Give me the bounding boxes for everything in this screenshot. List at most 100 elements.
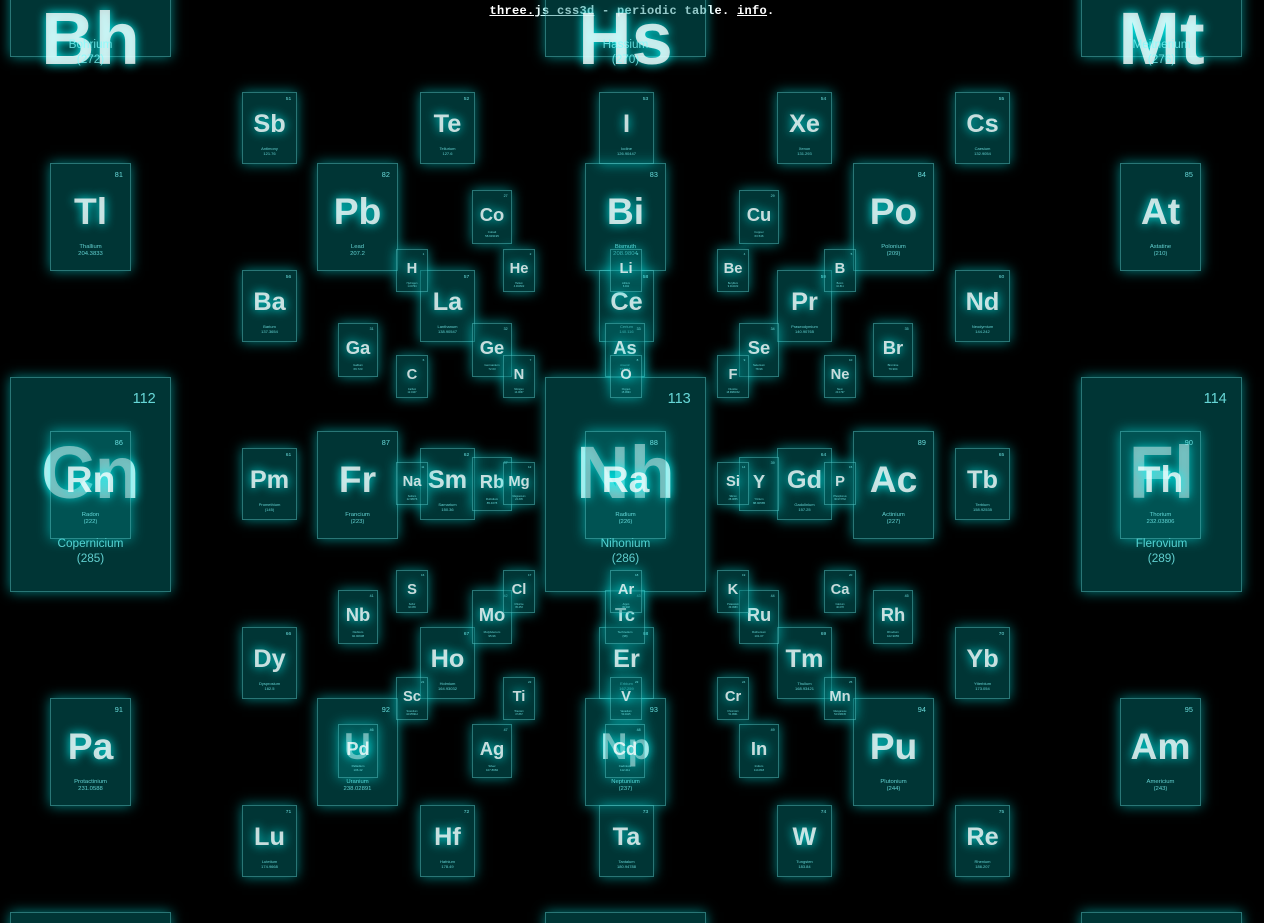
element-card-hf[interactable]: 72 Hf Hafnium 178.49 — [420, 805, 475, 877]
element-details: Rhenium 186.207 — [956, 859, 1009, 869]
element-card-mn[interactable]: 25 Mn Manganese 54.938045 — [824, 677, 856, 720]
element-card-la[interactable]: 57 La Lanthanum 138.90547 — [420, 270, 475, 342]
element-card-tb[interactable]: 65 Tb Terbium 158.92535 — [955, 448, 1010, 520]
element-card-h[interactable]: 1 H Hydrogen 1.00794 — [396, 249, 428, 292]
element-card-o[interactable]: 8 O Oxygen 15.9994 — [610, 355, 642, 398]
element-card-in[interactable]: 49 In Indium 114.818 — [739, 724, 779, 778]
element-mass: 231.0588 — [78, 786, 103, 793]
element-card-yb[interactable]: 70 Yb Ytterbium 173.054 — [955, 627, 1010, 699]
element-card-tc[interactable]: 43 Tc Technetium (98) — [605, 590, 645, 644]
element-card-ge[interactable]: 32 Ge Germanium 72.63 — [472, 323, 512, 377]
element-card-sm[interactable]: 62 Sm Samarium 150.36 — [420, 448, 475, 520]
element-card-offscreen[interactable] — [10, 912, 171, 923]
element-card-nb[interactable]: 41 Nb Niobium 92.90638 — [338, 590, 378, 644]
element-card-dy[interactable]: 66 Dy Dysprosium 162.5 — [242, 627, 297, 699]
element-card-offscreen[interactable] — [1081, 912, 1242, 923]
element-card-n[interactable]: 7 N Nitrogen 14.0067 — [503, 355, 535, 398]
element-card-u[interactable]: 92 U Uranium 238.02891 — [317, 698, 398, 806]
element-card-tl[interactable]: 81 Tl Thallium 204.3833 — [50, 163, 131, 271]
element-card-fl[interactable]: 114 Fl Flerovium (289) — [1081, 377, 1242, 592]
element-details: Technetium (98) — [606, 630, 644, 638]
element-card-sb[interactable]: 51 Sb Antimony 121.76 — [242, 92, 297, 164]
info-link[interactable]: info — [737, 4, 768, 18]
element-mass: 144.242 — [975, 329, 990, 335]
element-card-te[interactable]: 52 Te Tellurium 127.6 — [420, 92, 475, 164]
element-card-ra[interactable]: 88 Ra Radium (226) — [585, 431, 666, 539]
element-card-mo[interactable]: 42 Mo Molybdenum 95.96 — [472, 590, 512, 644]
element-card-np[interactable]: 93 Np Neptunium (237) — [585, 698, 666, 806]
element-card-nd[interactable]: 60 Nd Neodymium 144.242 — [955, 270, 1010, 342]
element-card-li[interactable]: 3 Li Lithium 6.941 — [610, 249, 642, 292]
element-card-as[interactable]: 33 As Arsenic 74.9216 — [605, 323, 645, 377]
element-card-rh[interactable]: 45 Rh Rhodium 102.9055 — [873, 590, 913, 644]
element-card-y[interactable]: 39 Y Yttrium 88.90585 — [739, 457, 779, 511]
element-card-ta[interactable]: 73 Ta Tantalum 180.94788 — [599, 805, 654, 877]
element-card-c[interactable]: 6 C Carbon 12.0107 — [396, 355, 428, 398]
element-card-er[interactable]: 68 Er Erbium 167.259 — [599, 627, 654, 699]
element-card-he[interactable]: 2 He Helium 4.002602 — [503, 249, 535, 292]
element-card-b[interactable]: 5 B Boron 10.811 — [824, 249, 856, 292]
element-card-offscreen[interactable] — [545, 912, 706, 923]
element-card-mt[interactable]: 109MtMeitnerium(276) — [1081, 0, 1242, 75]
element-card-ga[interactable]: 31 Ga Gallium 69.723 — [338, 323, 378, 377]
element-card-pr[interactable]: 59 Pr Praseodymium 140.90765 — [777, 270, 832, 342]
element-card-k[interactable]: 19 K Potassium 39.0983 — [717, 570, 749, 613]
element-card-xe[interactable]: 54 Xe Xenon 131.293 — [777, 92, 832, 164]
element-card-pa[interactable]: 91 Pa Protactinium 231.0588 — [50, 698, 131, 806]
element-name: Boron — [836, 281, 844, 285]
element-card-cl[interactable]: 17 Cl Chlorine 35.453 — [503, 570, 535, 613]
element-card-se[interactable]: 34 Se Selenium 78.96 — [739, 323, 779, 377]
element-card-mg[interactable]: 12 Mg Magnesium 24.305 — [503, 462, 535, 505]
element-card-fr[interactable]: 87 Fr Francium (223) — [317, 431, 398, 539]
element-card-si[interactable]: 14 Si Silicon 28.0855 — [717, 462, 749, 505]
element-card-ba[interactable]: 56 Ba Barium 137.3654 — [242, 270, 297, 342]
element-card-re[interactable]: 75 Re Rhenium 186.207 — [955, 805, 1010, 877]
element-card-w[interactable]: 74 W Tungsten 183.84 — [777, 805, 832, 877]
element-card-pu[interactable]: 94 Pu Plutonium (244) — [853, 698, 934, 806]
threejs-css3d-link[interactable]: three.js css3d — [489, 4, 595, 18]
element-card-cs[interactable]: 55 Cs Caesium 132.9054 — [955, 92, 1010, 164]
element-card-pd[interactable]: 46 Pd Palladium 106.42 — [338, 724, 378, 778]
element-card-gd[interactable]: 64 Gd Gadolinium 157.25 — [777, 448, 832, 520]
element-card-v[interactable]: 23 V Vanadium 50.9415 — [610, 677, 642, 720]
element-card-s[interactable]: 16 S Sulfur 32.065 — [396, 570, 428, 613]
element-card-hs[interactable]: 108HsHassium(270) — [545, 0, 706, 75]
element-card-ac[interactable]: 89 Ac Actinium (227) — [853, 431, 934, 539]
element-card-ti[interactable]: 22 Ti Titanium 47.867 — [503, 677, 535, 720]
element-card-ca[interactable]: 20 Ca Calcium 40.078 — [824, 570, 856, 613]
element-card-rb[interactable]: 37 Rb Rubidium 85.4678 — [472, 457, 512, 511]
element-card-nh[interactable]: 113 Nh Nihonium (286) — [545, 377, 706, 592]
element-card-po[interactable]: 84 Po Polonium (209) — [853, 163, 934, 271]
element-card-ag[interactable]: 47 Ag Silver 107.8682 — [472, 724, 512, 778]
element-card-cr[interactable]: 24 Cr Chromium 51.9961 — [717, 677, 749, 720]
element-card-ne[interactable]: 10 Ne Neon 20.1797 — [824, 355, 856, 398]
element-card-cd[interactable]: 48 Cd Cadmium 112.411 — [605, 724, 645, 778]
element-number: 92 — [381, 705, 390, 715]
element-card-co[interactable]: 27 Co Cobalt 58.933195 — [472, 190, 512, 244]
element-card-ce[interactable]: 58 Ce Cerium 140.116 — [599, 270, 654, 342]
element-card-rn[interactable]: 86 Rn Radon (222) — [50, 431, 131, 539]
element-card-at[interactable]: 85 At Astatine (210) — [1120, 163, 1201, 271]
element-card-ho[interactable]: 67 Ho Holmium 164.93032 — [420, 627, 475, 699]
element-card-lu[interactable]: 71 Lu Lutetium 174.9668 — [242, 805, 297, 877]
element-card-cn[interactable]: 112 Cn Copernicium (285) — [10, 377, 171, 592]
element-card-pm[interactable]: 61 Pm Promethium (145) — [242, 448, 297, 520]
element-card-be[interactable]: 4 Be Beryllium 9.012182 — [717, 249, 749, 292]
element-card-ru[interactable]: 44 Ru Ruthenium 101.07 — [739, 590, 779, 644]
element-card-p[interactable]: 15 P Phosphorus 30.973762 — [824, 462, 856, 505]
element-card-ar[interactable]: 18 Ar Argon 39.948 — [610, 570, 642, 613]
element-card-f[interactable]: 9 F Fluorine 18.9984032 — [717, 355, 749, 398]
element-card-th[interactable]: 90 Th Thorium 232.03806 — [1120, 431, 1201, 539]
element-name: Protactinium — [74, 778, 107, 785]
element-card-i[interactable]: 53 I Iodine 126.90447 — [599, 92, 654, 164]
element-card-am[interactable]: 95 Am Americium (243) — [1120, 698, 1201, 806]
element-card-pb[interactable]: 82 Pb Lead 207.2 — [317, 163, 398, 271]
element-card-br[interactable]: 35 Br Bromine 79.904 — [873, 323, 913, 377]
element-card-bi[interactable]: 83 Bi Bismuth 208.9804 — [585, 163, 666, 271]
element-card-cu[interactable]: 29 Cu Copper 63.546 — [739, 190, 779, 244]
element-card-sc[interactable]: 21 Sc Scandium 44.955912 — [396, 677, 428, 720]
element-card-bh[interactable]: 107BhBohrium(272) — [10, 0, 171, 75]
element-card-tm[interactable]: 69 Tm Thulium 168.93421 — [777, 627, 832, 699]
element-card-na[interactable]: 11 Na Sodium 22.98976 — [396, 462, 428, 505]
